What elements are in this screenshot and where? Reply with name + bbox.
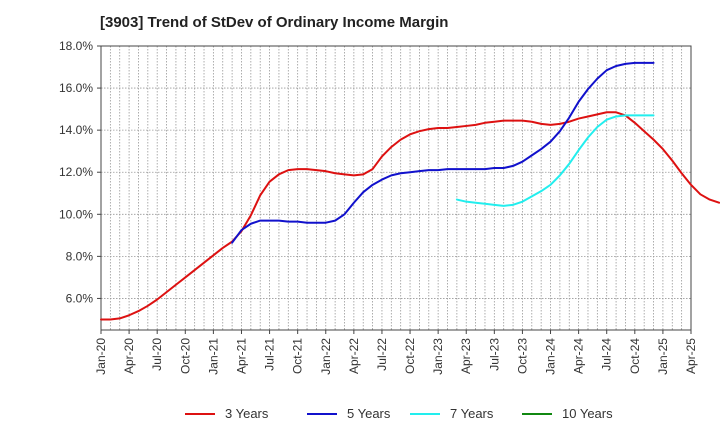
- x-tick-label: Apr-22: [347, 338, 361, 374]
- x-tick-label: Jan-25: [656, 338, 670, 375]
- legend-label: 5 Years: [347, 406, 391, 421]
- x-tick-label: Oct-21: [291, 338, 305, 374]
- plot-border: [100, 45, 692, 331]
- x-tick-label: Jan-24: [544, 338, 558, 375]
- x-tick-label: Jul-20: [150, 338, 164, 371]
- y-tick-label: 12.0%: [59, 165, 93, 179]
- series-line: [455, 114, 655, 207]
- plot-area: [101, 46, 691, 330]
- x-tick-label: Jul-23: [487, 338, 501, 371]
- chart-title: [3903] Trend of StDev of Ordinary Income…: [100, 14, 449, 31]
- y-tick-label: 18.0%: [59, 39, 93, 53]
- x-tick-label: Jul-21: [263, 338, 277, 371]
- x-tick-label: Jan-21: [206, 338, 220, 375]
- x-tick-label: Oct-22: [403, 338, 417, 374]
- x-tick-label: Apr-25: [684, 338, 698, 374]
- legend-label: 10 Years: [562, 406, 613, 421]
- legend-label: 7 Years: [450, 406, 494, 421]
- x-tick-label: Oct-24: [628, 338, 642, 374]
- x-tick-label: Apr-20: [122, 338, 136, 374]
- x-tick-label: Jan-23: [431, 338, 445, 375]
- y-tick-label: 16.0%: [59, 81, 93, 95]
- series-line: [100, 111, 720, 321]
- x-tick-label: Jan-20: [94, 338, 108, 375]
- x-tick-label: Jan-22: [319, 338, 333, 375]
- x-tick-label: Oct-20: [178, 338, 192, 374]
- y-tick-label: 6.0%: [66, 291, 94, 305]
- x-tick-label: Apr-24: [572, 338, 586, 374]
- x-tick-label: Jul-24: [600, 338, 614, 371]
- series-line: [231, 61, 655, 244]
- y-tick-label: 10.0%: [59, 207, 93, 221]
- x-tick-label: Apr-21: [234, 338, 248, 374]
- legend-label: 3 Years: [225, 406, 269, 421]
- x-tick-label: Apr-23: [459, 338, 473, 374]
- y-tick-label: 8.0%: [66, 249, 94, 263]
- x-tick-label: Jul-22: [375, 338, 389, 371]
- y-tick-label: 14.0%: [59, 123, 93, 137]
- x-tick-label: Oct-23: [515, 338, 529, 374]
